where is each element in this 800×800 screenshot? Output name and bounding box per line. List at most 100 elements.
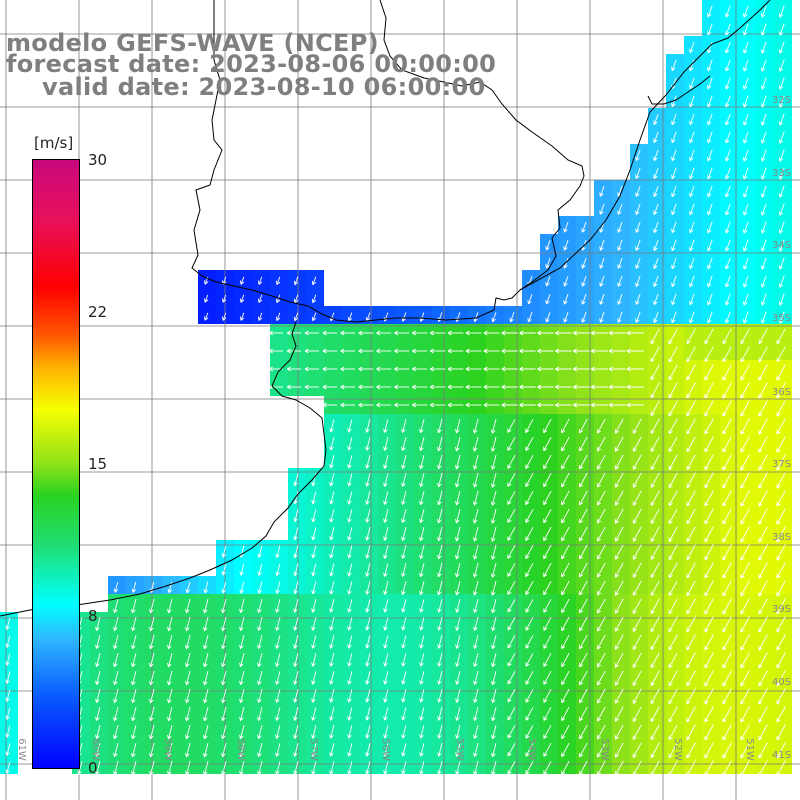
wind-arrow (365, 689, 371, 703)
wind-arrow (778, 149, 785, 162)
wind-arrow (742, 203, 749, 216)
wind-arrow (473, 653, 479, 667)
wind-arrow (760, 95, 767, 108)
wind-arrow (740, 760, 750, 777)
wind-arrow (742, 221, 749, 234)
wind-arrow (455, 508, 461, 524)
wind-arrow (525, 490, 534, 505)
wind-arrow (221, 598, 227, 614)
valid-date: valid date: 2023-08-10 06:00:00 (42, 73, 486, 101)
colorbar-tick: 8 (88, 607, 98, 625)
latitude-label: 41S (772, 750, 792, 761)
wind-arrow (5, 671, 11, 684)
wind-arrow (311, 599, 317, 613)
wind-arrow (668, 670, 678, 687)
wind-arrow (347, 743, 353, 757)
wind-arrow (507, 743, 516, 757)
wind-arrow (221, 670, 227, 686)
wind-arrow (758, 580, 768, 597)
wind-arrow (776, 490, 786, 507)
wind-arrow (401, 527, 407, 541)
wind-arrow (311, 671, 317, 685)
wind-arrow (668, 472, 678, 489)
wind-arrow (5, 707, 11, 720)
wind-arrow (707, 131, 713, 144)
wind-arrow (527, 294, 533, 305)
wind-arrow (608, 384, 626, 390)
wind-arrow (203, 670, 209, 686)
wind-arrow (239, 563, 245, 576)
wind-arrow (632, 688, 642, 704)
wind-arrow (322, 348, 338, 354)
wind-arrow (257, 761, 263, 775)
wind-arrow (707, 293, 713, 306)
wind-arrow (617, 275, 623, 287)
wind-arrow (758, 544, 768, 561)
wind-arrow (760, 311, 767, 324)
wind-arrow (668, 328, 678, 345)
wind-arrow (465, 330, 482, 336)
wind-arrow (758, 652, 768, 669)
wind-arrow (543, 689, 552, 703)
wind-arrow (597, 562, 606, 578)
wind-arrow (455, 526, 461, 542)
wind-arrow (776, 328, 786, 345)
wind-arrow (383, 563, 389, 577)
wind-arrow (525, 671, 534, 685)
wind-arrow (419, 617, 425, 631)
wind-arrow (203, 581, 209, 594)
wind-arrow (167, 688, 173, 704)
wind-arrow (579, 490, 588, 506)
wind-arrow (329, 509, 335, 523)
wind-arrow (419, 418, 425, 434)
wind-arrow (149, 616, 155, 632)
wind-arrow (707, 113, 713, 126)
wind-arrow (608, 330, 626, 336)
wind-arrow (760, 59, 767, 72)
wind-arrow (776, 760, 786, 777)
wind-arrow (95, 725, 101, 739)
wind-arrow (758, 436, 768, 453)
wind-arrow (740, 598, 750, 615)
wind-arrow (365, 671, 371, 685)
wind-arrow (437, 707, 443, 721)
wind-arrow (561, 598, 570, 614)
wind-arrow (383, 509, 389, 523)
wind-arrow (686, 418, 696, 435)
wind-arrow (447, 366, 464, 372)
wind-arrow (465, 384, 482, 390)
wind-arrow (507, 526, 516, 541)
wind-arrow (722, 652, 732, 669)
wind-arrow (555, 366, 572, 372)
wind-arrow (525, 653, 534, 667)
wind-arrow (365, 545, 371, 559)
wind-arrow (778, 257, 785, 270)
wind-arrow (525, 472, 534, 487)
wind-arrow (740, 670, 750, 687)
wind-arrow (383, 761, 389, 775)
wind-arrow (563, 311, 569, 323)
wind-arrow (614, 760, 624, 776)
wind-arrow (776, 346, 786, 363)
wind-arrow (555, 348, 572, 354)
wind-arrow (760, 5, 767, 18)
wind-arrow (455, 562, 461, 578)
wind-arrow (490, 544, 497, 560)
wind-arrow (149, 652, 155, 668)
wind-arrow (686, 454, 696, 471)
wind-arrow (543, 580, 552, 596)
wind-arrow (525, 544, 534, 559)
wind-arrow (561, 526, 570, 542)
wind-arrow (686, 706, 696, 723)
wind-arrow (401, 617, 407, 631)
wind-arrow (472, 526, 479, 542)
wind-arrow (149, 742, 155, 758)
wind-arrow (329, 653, 335, 667)
wind-arrow (650, 436, 660, 452)
wind-arrow (358, 330, 374, 336)
wind-arrow (725, 59, 731, 72)
wind-arrow (543, 635, 552, 649)
wind-arrow (689, 77, 695, 90)
wind-arrow (419, 544, 425, 560)
